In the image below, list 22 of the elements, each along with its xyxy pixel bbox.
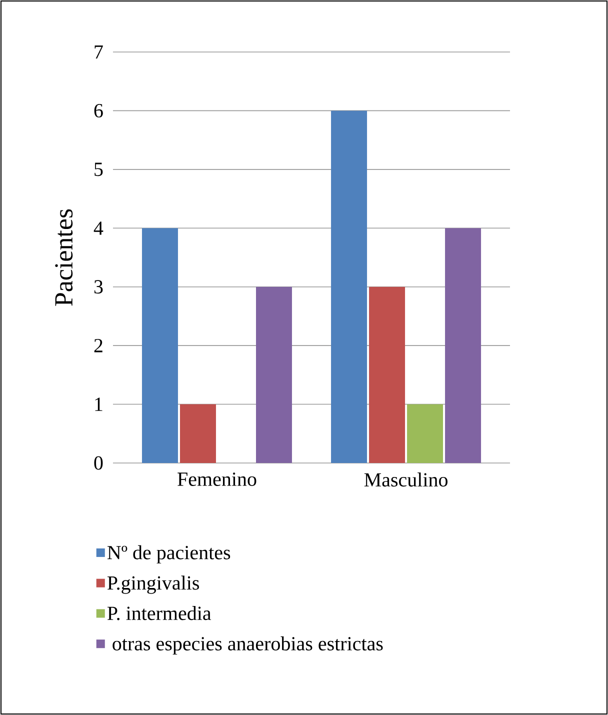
y-tick-label: 0 (94, 456, 103, 470)
legend-label: P. intermedia (107, 606, 212, 620)
bar (180, 404, 216, 463)
bar (407, 404, 444, 463)
y-tick-label: 7 (94, 45, 103, 59)
y-tick-label: 6 (94, 104, 103, 118)
y-tick-label: 3 (94, 280, 103, 294)
legend-label: P.gingivalis (107, 576, 199, 594)
y-tick-label: 2 (94, 338, 102, 352)
x-tick-label: Femenino (178, 472, 256, 486)
y-tick-label: 5 (94, 162, 103, 176)
bar (445, 228, 482, 463)
legend-label: Nº de pacientes (107, 545, 230, 564)
bar (331, 110, 368, 463)
y-tick-label: 4 (94, 222, 104, 235)
y-tick-label: 1 (95, 398, 102, 411)
legend-label: otras especies anaerobias estrictas (112, 636, 383, 655)
bar (369, 286, 406, 463)
bar (142, 228, 178, 463)
bar (256, 286, 292, 463)
y-axis-title: Pacientes (55, 209, 73, 306)
x-tick-label: Masculino (364, 472, 448, 487)
